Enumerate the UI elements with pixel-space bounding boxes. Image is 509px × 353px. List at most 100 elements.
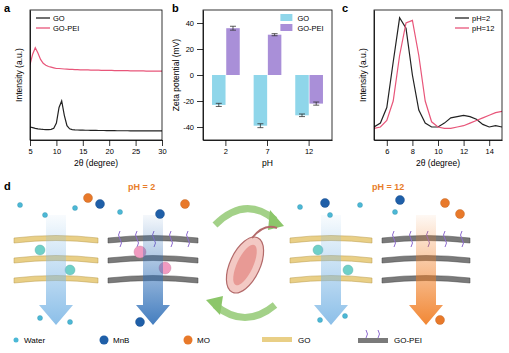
x-axis: 2712 [204,140,333,156]
x-tick: 14 [486,140,494,156]
water-molecule [18,203,23,208]
pei-chain [170,231,173,247]
x-tick-label: 14 [486,147,494,156]
error-bar [216,103,222,106]
bar [226,28,239,75]
mo-molecule [84,194,93,203]
legend-label: GO-PEI [297,24,323,33]
mo-molecule [436,316,445,325]
x-tick-label: 10 [53,147,61,156]
x-tick: 10 [434,140,442,156]
pei-chain [444,231,447,247]
pei-chain [119,231,122,247]
mnb-molecule [321,199,330,208]
x-tick-label: 12 [305,147,313,156]
error-stem [316,102,317,105]
x-axis-title: pH [262,158,273,168]
ph-cycle [206,209,284,318]
x-tick-label: 2 [224,147,228,156]
legend-label: GO [298,336,310,345]
y-tick-mark [197,23,203,24]
y-tick-mark [197,127,203,128]
adsorbed-dye [35,245,45,255]
plot-area [212,26,323,127]
x-tick-label: 10 [434,147,442,156]
bar [309,75,322,104]
error-cap [272,33,278,34]
x-tick: 30 [158,140,166,156]
chart-1: b2712-40-2002040pHZeta potential (mV)GOG… [171,2,333,168]
plot-frame [30,10,162,140]
cycle-arrow [215,209,275,225]
figure: a510152025302θ (degree)Intensity (a.u.)G… [0,0,509,353]
legend-label: MO [197,336,210,345]
y-axis-title: Intensity (a.u.) [14,48,24,102]
x-tick-mark [83,140,84,146]
x-tick-mark [412,140,413,146]
x-tick-mark [109,140,110,146]
error-bar [299,114,305,117]
x-tick-label: 30 [158,147,166,156]
x-tick-mark [30,140,31,146]
y-tick: 20 [186,45,203,54]
x-tick: 10 [53,140,61,156]
x-tick-label: 15 [79,147,87,156]
cycle-arrowhead [206,296,223,315]
flow-arrow [39,215,73,325]
x-tick-mark [309,140,310,146]
cartoon-body [219,231,272,298]
plot-frame [203,10,332,140]
diagram-legend: WaterMnBMOGOGO-PEI [14,330,423,345]
x-tick-mark [489,140,490,146]
pei-chain [410,231,413,247]
x-tick-label: 25 [132,147,140,156]
x-tick: 6 [385,140,389,156]
condition-label: pH = 12 [372,182,404,192]
x-axis: 68101214 [375,140,503,156]
legend-icon [14,338,19,343]
legend-label: GO [297,14,309,23]
x-tick: 15 [79,140,87,156]
legend-label: GO [53,14,65,23]
plot-frame [374,10,502,140]
x-tick: 25 [132,140,140,156]
error-stem [218,103,219,106]
legend: pH=2pH=12 [455,14,494,33]
error-cap [230,26,236,27]
x-tick: 5 [28,140,32,156]
cartoon-inner [228,242,261,289]
x-tick: 8 [411,140,415,156]
error-cap [272,35,278,36]
x-tick-label: 8 [411,147,415,156]
pei-chain [393,231,396,247]
error-cap [313,105,319,106]
panel-label: b [172,2,179,14]
bar [295,75,308,115]
error-bar [272,34,278,36]
water-molecule [38,316,43,321]
water-molecule [73,206,78,211]
legend-icon [262,337,292,342]
error-stem [232,26,233,30]
error-bar [313,102,319,105]
x-tick-mark [136,140,137,146]
legend-swatch [455,17,469,18]
legend-icon [366,330,380,338]
legend-swatch [280,14,292,21]
error-bar [257,124,263,128]
y-tick: 40 [186,19,203,28]
y-axis-title: Intensity (a.u.) [358,48,368,102]
x-tick: 12 [305,140,313,156]
x-axis-title: 2θ (degree) [74,158,118,168]
error-cap [299,114,305,115]
error-cap [216,106,222,107]
x-tick-label: 5 [28,147,32,156]
pei-chain [461,231,464,247]
line-series [30,48,162,71]
legend-icon [100,336,109,345]
x-axis: 51015202530 [28,140,166,156]
panel-label: c [342,2,348,14]
legend: GOGO-PEI [280,14,323,33]
legend-swatch [280,24,292,31]
bar [212,75,225,105]
